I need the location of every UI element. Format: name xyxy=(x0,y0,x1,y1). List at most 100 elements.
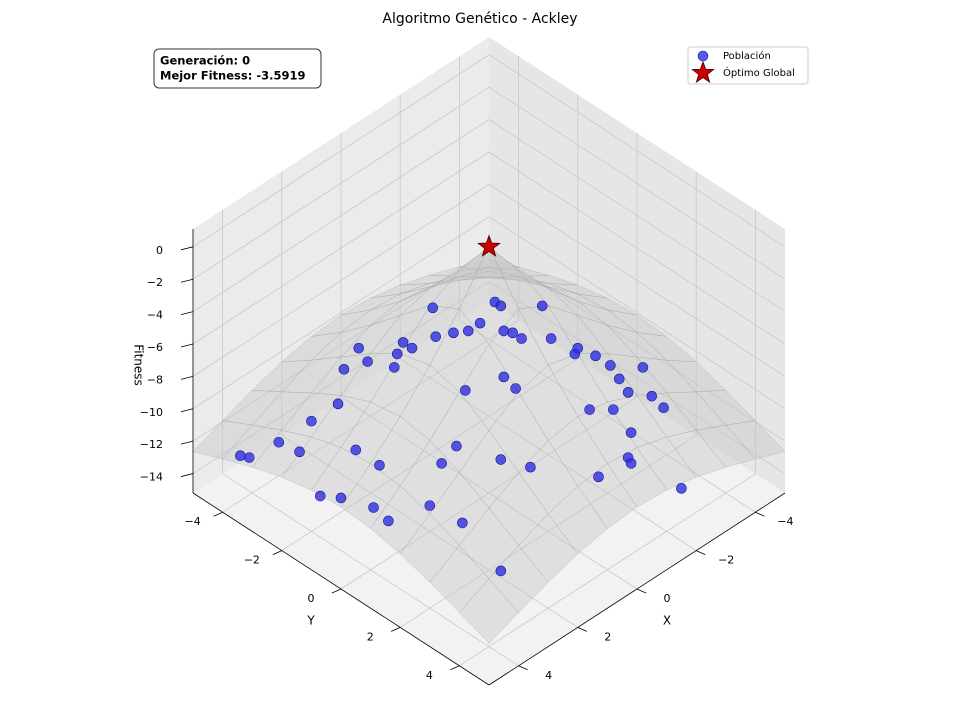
scatter-point xyxy=(646,390,658,402)
scatter-point xyxy=(510,383,521,394)
scatter-point xyxy=(353,342,365,354)
x-tick xyxy=(696,550,706,555)
scatter-point xyxy=(273,436,285,448)
x-tick xyxy=(518,665,528,671)
grid-line xyxy=(192,216,490,410)
grid-line xyxy=(340,396,638,590)
scatter-point xyxy=(306,415,317,427)
y-tick xyxy=(213,511,223,517)
scatter-point xyxy=(622,387,634,398)
scatter-point xyxy=(374,459,385,471)
grid-line xyxy=(488,119,786,312)
y-tick xyxy=(331,588,342,594)
scatter-point xyxy=(314,490,326,502)
scatter-point xyxy=(572,342,584,354)
scatter-point xyxy=(383,515,394,527)
grid-line xyxy=(488,54,786,248)
x-tick-label: 0 xyxy=(664,592,671,605)
x-tick-label: 4 xyxy=(545,669,552,682)
grid-line xyxy=(488,281,786,474)
scatter-point xyxy=(584,404,595,415)
scatter-point xyxy=(335,492,347,504)
grid-line xyxy=(488,216,786,410)
grid-line xyxy=(222,319,519,513)
grid-line xyxy=(399,435,697,628)
scatter-point xyxy=(243,452,255,463)
y-tick xyxy=(272,550,282,555)
scatter-point xyxy=(451,440,462,452)
scatter-point xyxy=(676,483,687,494)
scatter-point xyxy=(388,362,400,373)
y-tick-label: 0 xyxy=(308,592,315,605)
scatter-point xyxy=(495,454,507,465)
scatter-point xyxy=(495,300,507,312)
scatter-point xyxy=(637,362,649,373)
grid-line xyxy=(192,86,490,280)
x-tick xyxy=(636,588,647,594)
scatter-point xyxy=(368,502,379,513)
scatter-point xyxy=(338,363,350,375)
scatter-point xyxy=(436,458,447,469)
y-tick-label: 4 xyxy=(426,669,433,682)
grid-line xyxy=(192,54,490,248)
grid-line xyxy=(192,119,490,312)
points xyxy=(235,234,687,577)
z-tick xyxy=(180,246,194,251)
y-tick-label: −4 xyxy=(184,515,200,528)
z-tick-label: −12 xyxy=(140,438,163,451)
z-tick xyxy=(180,440,194,445)
scatter-point xyxy=(507,327,518,339)
scatter-point xyxy=(460,385,471,396)
scatter-point xyxy=(448,327,459,339)
x-tick-label: −2 xyxy=(718,554,734,567)
z-tick-label: 0 xyxy=(156,244,163,257)
grid-line xyxy=(488,151,786,345)
z-tick xyxy=(180,311,194,315)
z-tick xyxy=(180,408,194,413)
y-tick-label: 2 xyxy=(367,630,374,643)
grid-line xyxy=(192,151,490,345)
scatter-point xyxy=(545,333,557,344)
scatter-point xyxy=(397,337,409,348)
grid-line xyxy=(192,184,490,377)
z-tick xyxy=(180,343,194,348)
scatter-point xyxy=(536,300,548,312)
scatter-point xyxy=(495,565,507,577)
z-tick xyxy=(180,473,194,477)
scatter-point xyxy=(474,317,486,329)
z-tick xyxy=(180,278,194,283)
z-axis-label: Fitness xyxy=(132,344,146,386)
annotation-line: Mejor Fitness: -3.5919 xyxy=(160,69,306,83)
scatter-point xyxy=(525,461,536,473)
scatter-point xyxy=(424,500,436,511)
z-tick-label: −4 xyxy=(147,309,163,322)
scatter-point xyxy=(593,471,604,483)
scatter-point xyxy=(498,371,510,383)
axes: −4 −2 0 2 4 −4 −2 0 2 4 −14 −12 −10 −8 −6 −4 −2 0 xyxy=(140,229,794,686)
grid-line xyxy=(192,281,490,474)
surface-patch xyxy=(459,578,519,644)
scatter-point xyxy=(430,331,442,342)
z-tick xyxy=(180,375,194,380)
x-tick xyxy=(577,627,587,632)
scatter-point xyxy=(391,348,403,360)
scatter-point xyxy=(658,402,669,413)
grid-line xyxy=(459,473,756,667)
z-tick-label: −8 xyxy=(147,373,163,386)
legend-marker xyxy=(697,50,709,62)
grid xyxy=(192,54,786,667)
scatter-point xyxy=(294,446,305,458)
x-axis-label: X xyxy=(663,614,671,628)
legend-marker xyxy=(691,60,715,84)
grid-line xyxy=(488,184,786,377)
grid-line xyxy=(281,358,579,551)
y-tick xyxy=(391,627,401,632)
x-tick-label: 2 xyxy=(604,630,611,643)
x-tick xyxy=(755,511,765,517)
annotation-box: Generación: 0 Mejor Fitness: -3.5919 xyxy=(153,48,322,89)
scatter-point xyxy=(516,333,527,344)
grid-line xyxy=(488,86,786,280)
annotation-line: Generación: 0 xyxy=(160,54,250,68)
x-tick-label: −4 xyxy=(777,515,793,528)
